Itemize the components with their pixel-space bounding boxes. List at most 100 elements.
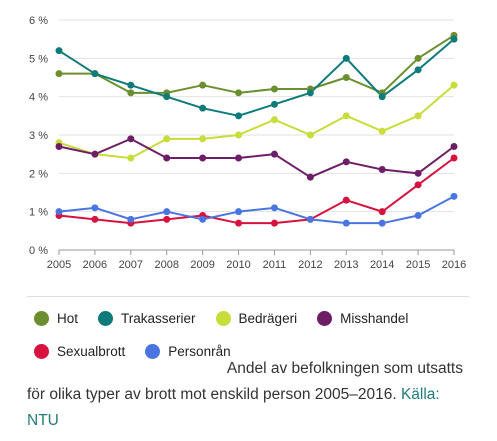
- x-tick-label: 2011: [263, 259, 287, 271]
- data-point-trakasserier[interactable]: [378, 93, 386, 101]
- data-point-misshandel[interactable]: [342, 158, 350, 166]
- data-point-trakasserier[interactable]: [55, 47, 63, 55]
- data-point-bedr-geri[interactable]: [235, 131, 243, 139]
- series-line-hot: [59, 34, 455, 94]
- data-point-trakasserier[interactable]: [306, 89, 314, 97]
- data-point-personr-n[interactable]: [199, 215, 207, 223]
- series-line-trakasserier: [58, 38, 455, 117]
- y-tick-label: 4 %: [29, 92, 48, 104]
- data-point-personr-n[interactable]: [450, 192, 458, 200]
- data-point-hot[interactable]: [235, 89, 243, 97]
- data-point-hot[interactable]: [342, 74, 350, 81]
- data-point-misshandel[interactable]: [127, 135, 135, 143]
- data-point-sexualbrott[interactable]: [163, 215, 171, 223]
- data-point-personr-n[interactable]: [306, 215, 314, 223]
- x-tick-label: 2010: [226, 259, 250, 271]
- data-point-misshandel[interactable]: [450, 143, 458, 150]
- data-point-bedr-geri[interactable]: [270, 116, 278, 124]
- legend-label: Hot: [57, 311, 79, 326]
- data-point-trakasserier[interactable]: [163, 93, 171, 101]
- legend-item-trakasserier[interactable]: Trakasserier: [98, 311, 196, 326]
- data-point-misshandel[interactable]: [270, 150, 278, 158]
- y-tick-label: 6 %: [29, 15, 48, 27]
- data-point-personr-n[interactable]: [342, 219, 350, 227]
- data-point-sexualbrott[interactable]: [450, 154, 458, 162]
- legend-item-personr-n[interactable]: Personrån: [145, 344, 231, 359]
- caption-line-2: för olika typer av brott mot enskild per…: [27, 386, 397, 403]
- legend-label: Sexualbrott: [57, 344, 126, 359]
- data-point-trakasserier[interactable]: [91, 70, 99, 78]
- data-point-bedr-geri[interactable]: [342, 112, 350, 120]
- series-lines: [58, 34, 455, 225]
- data-point-misshandel[interactable]: [55, 143, 63, 150]
- data-point-bedr-geri[interactable]: [414, 112, 422, 120]
- data-point-personr-n[interactable]: [91, 204, 99, 212]
- legend-row-2: Sexualbrott Personrån: [34, 344, 251, 359]
- data-point-personr-n[interactable]: [55, 208, 63, 216]
- data-point-hot[interactable]: [414, 54, 422, 62]
- legend-label: Misshandel: [340, 311, 409, 326]
- data-point-misshandel[interactable]: [306, 173, 314, 181]
- legend-item-bedr-geri[interactable]: Bedrägeri: [215, 311, 298, 326]
- line-chart: 0 %1 %2 %3 %4 %5 %6 % 2005 2006 2007 2008 20…: [29, 15, 466, 271]
- y-tick-label: 0 %: [29, 245, 48, 257]
- series-points: [55, 31, 458, 227]
- data-point-trakasserier[interactable]: [199, 104, 207, 112]
- data-point-sexualbrott[interactable]: [91, 215, 99, 223]
- data-point-misshandel[interactable]: [378, 166, 386, 173]
- source-link-label: Källa:: [400, 386, 440, 403]
- x-tick-label: 2016: [442, 259, 466, 271]
- legend-label: Bedrägeri: [238, 311, 298, 326]
- data-point-trakasserier[interactable]: [342, 54, 350, 62]
- x-tick-label: 2013: [334, 259, 358, 271]
- data-point-bedr-geri[interactable]: [199, 135, 207, 143]
- legend-item-misshandel[interactable]: Misshandel: [317, 311, 408, 326]
- chart-caption: Andel av befolkningen som utsatts för ol…: [27, 356, 477, 434]
- gridlines: [59, 19, 454, 251]
- y-tick-label: 5 %: [29, 53, 48, 65]
- data-point-personr-n[interactable]: [270, 204, 278, 212]
- legend-marker: [215, 311, 231, 326]
- source-link[interactable]: Källa: NTU: [27, 386, 440, 429]
- y-axis: 0 % 1 % 2 % 3 % 4 % 5 % 6 %: [29, 15, 48, 257]
- data-point-misshandel[interactable]: [414, 169, 422, 177]
- data-point-sexualbrott[interactable]: [378, 208, 386, 216]
- data-point-trakasserier[interactable]: [450, 35, 458, 43]
- data-point-trakasserier[interactable]: [270, 100, 278, 108]
- data-point-hot[interactable]: [199, 81, 207, 89]
- legend-item-hot[interactable]: Hot: [34, 311, 78, 326]
- x-tick-label: 2015: [406, 259, 430, 271]
- data-point-personr-n[interactable]: [414, 212, 422, 219]
- data-point-personr-n[interactable]: [127, 215, 135, 223]
- data-point-bedr-geri[interactable]: [450, 81, 458, 89]
- data-point-sexualbrott[interactable]: [342, 196, 350, 204]
- legend-marker: [34, 311, 49, 326]
- x-axis: 2005 2006 2007 2008 2009 2010 2011 2012 2013 2014…: [47, 250, 466, 271]
- series-line-personr-n: [58, 195, 455, 225]
- data-point-sexualbrott[interactable]: [270, 219, 278, 227]
- data-point-hot[interactable]: [127, 89, 135, 97]
- data-point-misshandel[interactable]: [163, 154, 171, 162]
- data-point-trakasserier[interactable]: [414, 66, 422, 74]
- y-tick-label: 3 %: [29, 130, 48, 142]
- data-point-sexualbrott[interactable]: [235, 219, 243, 227]
- data-point-bedr-geri[interactable]: [163, 135, 171, 143]
- data-point-bedr-geri[interactable]: [306, 131, 314, 139]
- data-point-hot[interactable]: [55, 70, 63, 78]
- data-point-bedr-geri[interactable]: [127, 154, 135, 162]
- data-point-misshandel[interactable]: [235, 154, 243, 162]
- data-point-trakasserier[interactable]: [127, 81, 135, 89]
- data-point-personr-n[interactable]: [235, 208, 243, 216]
- data-point-personr-n[interactable]: [163, 208, 171, 216]
- data-point-hot[interactable]: [270, 85, 278, 93]
- legend-row-1: Hot Trakasserier Bedrägeri Misshandel: [34, 311, 428, 326]
- data-point-misshandel[interactable]: [91, 150, 99, 158]
- data-point-misshandel[interactable]: [199, 154, 207, 162]
- data-point-bedr-geri[interactable]: [378, 127, 386, 135]
- data-point-personr-n[interactable]: [378, 219, 386, 227]
- legend-item-sexualbrott[interactable]: Sexualbrott: [34, 344, 125, 359]
- legend-marker: [317, 311, 333, 326]
- caption-line-1: Andel av befolkningen som utsatts: [226, 360, 463, 377]
- data-point-trakasserier[interactable]: [235, 112, 243, 120]
- data-point-sexualbrott[interactable]: [414, 181, 422, 189]
